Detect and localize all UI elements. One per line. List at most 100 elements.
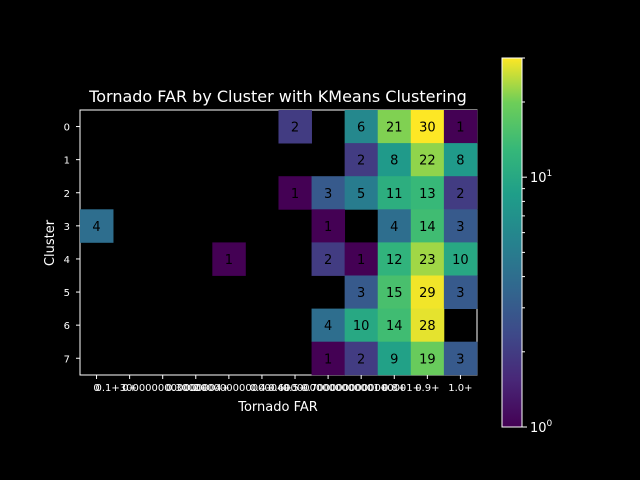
cell-value-label: 4 [92, 220, 100, 235]
heatmap-cell [377, 275, 412, 309]
cell-value-label: 3 [357, 286, 365, 301]
heatmap-cell [278, 176, 312, 210]
cell-value-label: 19 [419, 352, 436, 367]
cell-value-label: 14 [386, 319, 403, 334]
x-tick-label: 0.4+ [250, 383, 274, 394]
cell-value-label: 3 [324, 187, 332, 202]
cell-value-label: 15 [386, 286, 403, 301]
heatmap-cell [278, 110, 312, 144]
x-tick-label: 0.9+ [415, 383, 439, 394]
cell-value-label: 11 [386, 187, 403, 202]
cell-value-label: 1 [291, 187, 299, 202]
heatmap-cell [410, 341, 445, 376]
cell-value-label: 23 [419, 253, 436, 268]
y-tick-label: 6 [64, 321, 70, 332]
y-tick-label: 3 [64, 222, 70, 233]
y-tick-label: 4 [64, 255, 70, 266]
heatmap-cell [344, 275, 379, 309]
heatmap-cell [311, 176, 346, 210]
cell-value-label: 1 [324, 352, 332, 367]
heatmap-cell [344, 341, 379, 376]
y-axis-label: Cluster [43, 219, 58, 266]
x-axis-label: Tornado FAR [237, 400, 318, 415]
cell-value-label: 10 [353, 319, 370, 334]
heatmap-cell [410, 176, 445, 210]
colorbar: 100 101 [501, 57, 553, 436]
x-tick-label: 0.1+3000000000000004+ [95, 383, 229, 394]
cell-value-label: 5 [357, 187, 365, 202]
cell-value-label: 3 [456, 352, 464, 367]
cell-value-label: 6 [357, 121, 365, 136]
heatmap-cell [377, 341, 412, 376]
cell-value-label: 14 [419, 220, 436, 235]
cell-value-label: 13 [419, 187, 436, 202]
cell-value-label: 1 [225, 253, 233, 268]
colorbar-tick-label: 100 [530, 419, 553, 436]
cell-value-label: 4 [324, 319, 332, 334]
y-axis-ticks: 0 1 2 3 4 5 6 7 [64, 123, 80, 365]
cell-value-label: 8 [456, 154, 464, 169]
heatmap-cell [344, 110, 379, 144]
cell-value-label: 2 [357, 352, 365, 367]
colorbar-gradient [501, 57, 523, 428]
heatmap-cells: 2 6 21 30 12 8 22 81 3 5 11 13 24 1 4 14 31 2 1 12 23 103 15 29… [80, 110, 478, 376]
heatmap-cell [80, 209, 114, 243]
heatmap-cell [344, 143, 379, 177]
y-tick-label: 1 [64, 156, 70, 167]
heatmap-cell [443, 176, 478, 210]
cell-value-label: 1 [456, 121, 464, 136]
x-tick-label: 0.5+ [283, 383, 307, 394]
cell-value-label: 4 [390, 220, 398, 235]
colorbar-tick-label: 101 [530, 169, 552, 186]
cell-value-label: 21 [386, 121, 403, 136]
heatmap-cell [377, 242, 412, 276]
heatmap-cell [443, 143, 478, 177]
cell-value-label: 2 [291, 121, 299, 136]
x-tick-label: 0+ [122, 383, 137, 394]
x-tick-label: 0.30000000000000004+ [166, 383, 292, 394]
cell-value-label: 28 [419, 319, 436, 334]
heatmap-cell [443, 110, 478, 144]
colorbar-ticks: 100 101 [522, 57, 553, 436]
heatmap-cell [410, 308, 445, 343]
y-tick-label: 5 [64, 288, 70, 299]
x-tick-label: 0 [93, 383, 99, 394]
heatmap-cell [377, 176, 412, 210]
cell-value-label: 30 [419, 121, 436, 136]
heatmap-cell [377, 110, 412, 144]
cell-value-label: 8 [390, 154, 398, 169]
chart-title: Tornado FAR by Cluster with KMeans Clust… [88, 87, 467, 106]
y-tick-label: 7 [64, 354, 70, 365]
heatmap-cell [443, 341, 478, 376]
heatmap-cell [410, 209, 445, 243]
cell-value-label: 9 [390, 352, 398, 367]
heatmap-cell [344, 308, 379, 343]
heatmap-cell [443, 242, 478, 276]
heatmap-cell [410, 275, 445, 309]
heatmap-cell [377, 209, 412, 243]
heatmap-cell [443, 209, 478, 243]
heatmap-cell [410, 110, 445, 144]
heatmap-cell [311, 308, 346, 343]
cell-value-label: 3 [456, 220, 464, 235]
heatmap-cell [311, 242, 346, 276]
y-tick-label: 0 [64, 123, 70, 134]
x-tick-label: 0.2+ [184, 383, 208, 394]
heatmap-cell [344, 176, 379, 210]
heatmap-cell [443, 275, 478, 309]
heatmap-cell [311, 341, 346, 376]
heatmap-cell [377, 143, 412, 177]
cell-value-label: 2 [357, 154, 365, 169]
heatmap-cell [344, 242, 379, 276]
cell-value-label: 2 [324, 253, 332, 268]
x-tick-label: 0.6000000000000001+ [268, 383, 388, 394]
cell-value-label: 1 [357, 253, 365, 268]
cell-value-label: 1 [324, 220, 332, 235]
y-tick-label: 2 [64, 189, 70, 200]
x-axis-ticks: 0 0+0.1+3000000000000004+0.2+0.3000000000… [93, 375, 473, 394]
heatmap-cell [377, 308, 412, 343]
x-tick-label: 1.0+ [448, 383, 472, 394]
cell-value-label: 22 [419, 154, 436, 169]
heatmap-cell [410, 242, 445, 276]
